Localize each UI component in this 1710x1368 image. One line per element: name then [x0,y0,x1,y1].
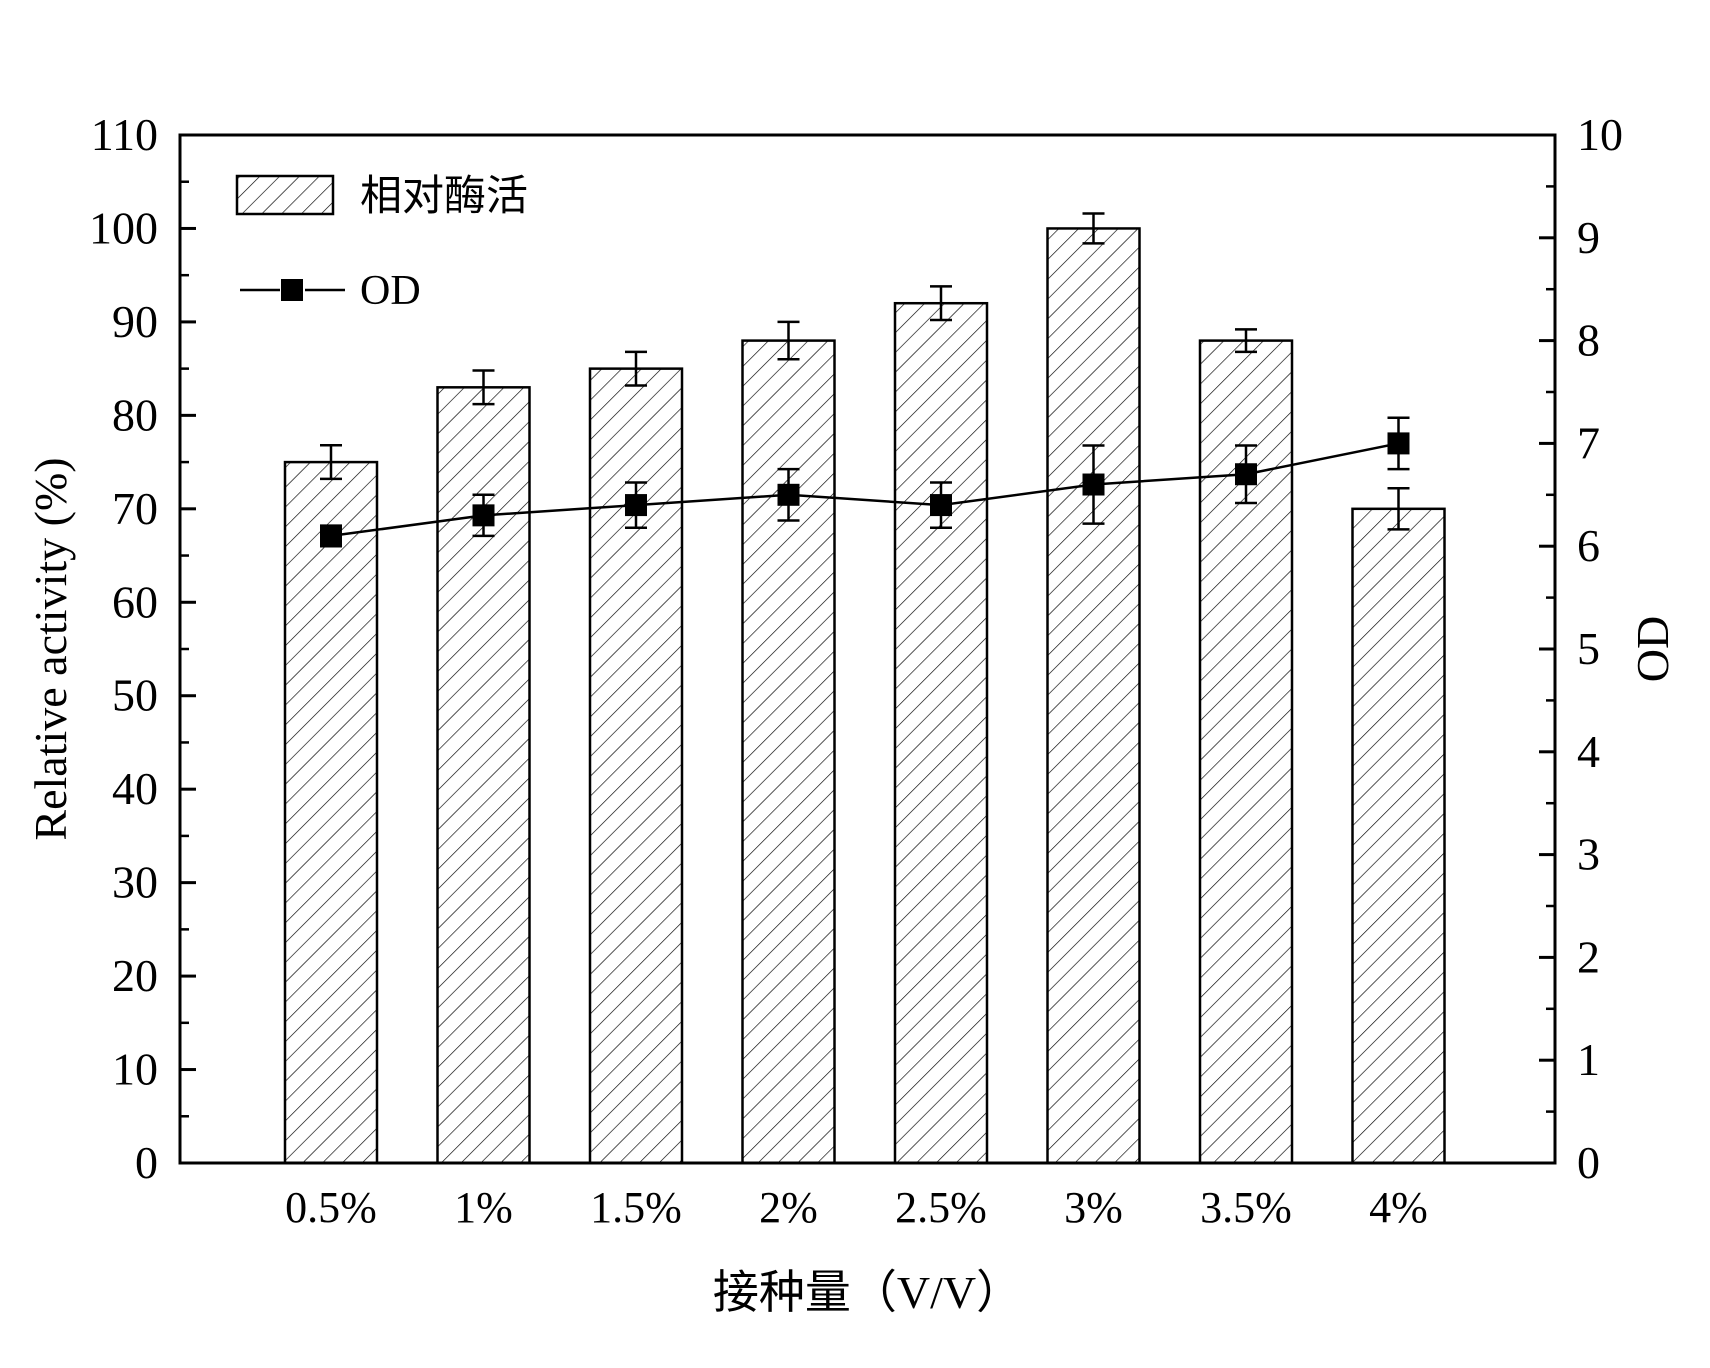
od-marker-4% [1387,432,1410,455]
right-tick-label: 10 [1577,109,1623,160]
right-tick-label: 4 [1577,726,1600,777]
bar-2.5% [893,301,989,1165]
right-tick-label: 3 [1577,829,1600,880]
right-tick-label: 7 [1577,417,1600,468]
legend-marker-od [281,279,303,301]
x-tick-label: 1% [454,1183,513,1232]
x-tick-label: 2.5% [895,1183,987,1232]
right-tick-label: 8 [1577,315,1600,366]
right-tick-label: 0 [1577,1137,1600,1188]
od-marker-1% [472,504,495,527]
x-tick-label: 2% [759,1183,818,1232]
left-tick-label: 90 [112,296,158,347]
left-tick-label: 0 [135,1137,158,1188]
bar-2% [741,339,836,1165]
x-tick-label: 3% [1064,1183,1123,1232]
legend-label-activity: 相对酶活 [360,174,528,220]
od-marker-3.5% [1235,463,1257,486]
od-marker-2% [777,483,800,506]
x-tick-label: 4% [1369,1183,1428,1232]
legend-label-od: OD [360,268,421,314]
right-y-axis-title: OD [1627,616,1678,682]
od-line [330,442,1399,538]
x-axis-title: 接种量（V/V） [713,1267,1022,1318]
x-axis: 0.5% 1% 1.5% 2% 2.5% 3% 3.5% 4% [285,1183,1428,1232]
x-tick-label: 1.5% [590,1183,682,1232]
bar-0.5% [283,460,379,1165]
legend: 相对酶活 OD [235,174,528,314]
left-tick-label: 80 [112,389,158,440]
bar-3% [1046,227,1141,1165]
left-tick-label: 20 [112,950,158,1001]
x-tick-label: 0.5% [285,1183,377,1232]
right-tick-label: 2 [1577,931,1600,982]
od-marker-3% [1082,473,1105,496]
bar-series-group [283,227,1446,1165]
od-marker-0.5% [320,524,342,547]
bar-4% [1351,507,1446,1165]
left-tick-label: 110 [91,109,158,160]
left-tick-label: 10 [112,1044,158,1095]
right-tick-label: 5 [1577,623,1600,674]
left-tick-label: 50 [112,670,158,721]
left-tick-label: 30 [112,857,158,908]
left-tick-label: 40 [112,763,158,814]
right-tick-label: 9 [1577,212,1600,263]
x-tick-label: 3.5% [1200,1183,1292,1232]
right-y-axis: 0 1 2 3 4 5 6 7 8 9 10 [1539,109,1623,1188]
left-y-axis-title: Relative activity (%) [25,457,76,840]
left-y-axis: 0 10 20 30 40 50 60 70 80 90 100 110 [89,109,196,1188]
left-tick-label: 60 [112,576,158,627]
legend-swatch-activity [235,174,335,216]
left-tick-label: 100 [89,202,158,253]
left-tick-label: 70 [112,483,158,534]
right-tick-label: 1 [1577,1034,1600,1085]
od-marker-2.5% [930,494,952,517]
od-marker-1.5% [625,494,647,517]
bar-error-bars-group [320,212,1410,531]
right-tick-label: 6 [1577,520,1600,571]
od-series-group [320,416,1410,548]
